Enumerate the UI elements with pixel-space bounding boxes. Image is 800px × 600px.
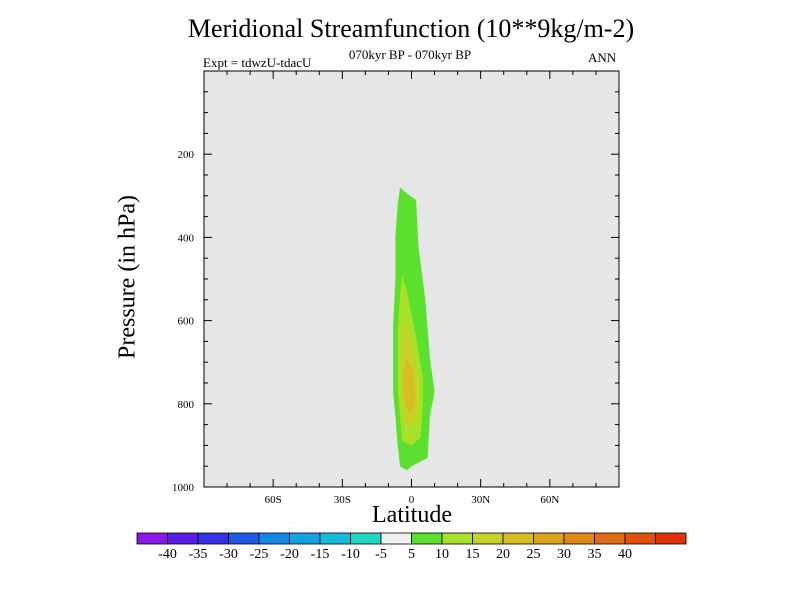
colorbar-swatch — [472, 532, 504, 545]
colorbar-label: -40 — [158, 547, 177, 562]
chart-title: Meridional Streamfunction (10**9kg/m-2) — [187, 14, 635, 43]
colorbar-swatch — [655, 532, 687, 545]
y-tick-label: 800 — [178, 399, 195, 411]
colorbar-label: 30 — [557, 547, 571, 562]
contour-fill-4 — [402, 358, 417, 415]
colorbar-swatch — [502, 532, 534, 545]
colorbar-swatch — [319, 532, 351, 545]
x-tick-label: 60S — [265, 494, 282, 506]
colorbar-label: 25 — [527, 547, 541, 562]
colorbar-swatch — [197, 532, 229, 545]
season-label: ANN — [588, 50, 617, 65]
colorbar-label: 35 — [588, 547, 602, 562]
colorbar-label: 10 — [435, 547, 449, 562]
colorbar-label: -30 — [219, 547, 238, 562]
colorbar-swatch — [594, 532, 626, 545]
colorbar-label: -35 — [189, 547, 208, 562]
colorbar-swatch — [441, 532, 473, 545]
colorbar-label: -15 — [311, 547, 330, 562]
colorbar-swatch — [350, 532, 382, 545]
colorbar-swatch — [228, 532, 260, 545]
x-tick-label: 60N — [540, 494, 559, 506]
colorbar-swatch — [289, 532, 321, 545]
colorbar-swatch — [167, 532, 199, 545]
y-tick-label: 600 — [178, 316, 195, 328]
colorbar-label: 40 — [618, 547, 632, 562]
colorbar-swatch — [624, 532, 656, 545]
colorbar-swatch — [258, 532, 290, 545]
colorbar-label: -20 — [280, 547, 299, 562]
colorbar-label: -10 — [341, 547, 360, 562]
chart-subtitle: 070kyr BP - 070kyr BP — [348, 47, 472, 62]
y-tick-label: 200 — [178, 149, 195, 161]
x-tick-label: 30N — [471, 494, 490, 506]
x-tick-label: 30S — [334, 494, 351, 506]
colorbar-swatch — [533, 532, 565, 545]
colorbar-label: 20 — [496, 547, 510, 562]
x-tick-label: 0 — [409, 494, 415, 506]
y-tick-label: 1000 — [172, 482, 195, 494]
colorbar-swatch — [380, 532, 412, 545]
colorbar-swatch — [411, 532, 443, 545]
colorbar-label: 15 — [466, 547, 480, 562]
colorbar-label: -5 — [375, 547, 387, 562]
colorbar-swatch — [136, 532, 168, 545]
y-tick-label: 400 — [178, 232, 195, 244]
experiment-label: Expt = tdwzU-tdacU — [203, 55, 312, 70]
colorbar-label: -25 — [250, 547, 269, 562]
colorbar-swatch — [563, 532, 595, 545]
colorbar-label: 5 — [408, 547, 415, 562]
x-axis-label: Latitude — [372, 502, 452, 528]
